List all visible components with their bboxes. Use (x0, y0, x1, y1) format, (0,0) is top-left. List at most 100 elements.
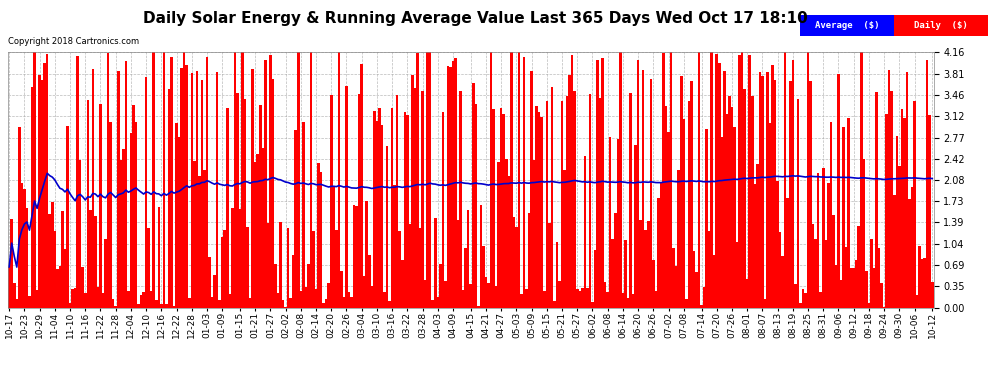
Bar (860, 53, 862, 308)
Bar (492, 109, 495, 308)
Bar (318, 163, 320, 308)
Bar (729, 96, 731, 308)
Bar (196, 71, 198, 308)
Bar (667, 132, 670, 308)
Bar (482, 246, 485, 308)
Bar (76, 56, 79, 308)
Bar (581, 288, 583, 308)
Bar (809, 81, 812, 308)
Bar (753, 184, 756, 308)
Bar (343, 297, 346, 307)
Bar (234, 53, 237, 308)
Bar (804, 293, 807, 308)
Bar (662, 53, 664, 307)
Bar (508, 176, 510, 308)
Bar (885, 114, 888, 308)
Bar (135, 122, 138, 308)
Bar (768, 123, 771, 308)
Bar (409, 224, 411, 308)
Bar (624, 240, 627, 308)
Bar (432, 300, 434, 307)
Bar (378, 108, 381, 307)
Bar (125, 60, 127, 308)
Bar (396, 95, 398, 308)
Bar (566, 96, 568, 308)
Bar (908, 200, 911, 308)
Bar (830, 122, 833, 308)
Bar (454, 58, 456, 308)
Bar (381, 125, 383, 308)
Bar (849, 268, 852, 308)
Bar (289, 298, 292, 307)
Bar (31, 87, 34, 308)
Text: Daily Solar Energy & Running Average Value Last 365 Days Wed Oct 17 18:10: Daily Solar Energy & Running Average Val… (143, 11, 808, 26)
Bar (346, 86, 347, 308)
Bar (929, 116, 931, 308)
Bar (817, 173, 820, 308)
Bar (419, 228, 422, 308)
Bar (705, 129, 708, 308)
Bar (183, 53, 185, 308)
Bar (713, 255, 716, 308)
Bar (903, 118, 906, 308)
Bar (8, 267, 11, 308)
Bar (568, 75, 571, 308)
Bar (333, 187, 335, 308)
Bar (555, 242, 558, 308)
Bar (612, 239, 614, 308)
Bar (297, 53, 300, 308)
Bar (162, 53, 165, 308)
Bar (835, 265, 838, 308)
Bar (216, 72, 219, 308)
Bar (302, 122, 305, 308)
Bar (434, 217, 437, 308)
Bar (109, 122, 112, 308)
Bar (71, 290, 74, 308)
Bar (924, 258, 926, 308)
Bar (721, 137, 723, 308)
Bar (226, 108, 229, 307)
Bar (44, 63, 46, 308)
Bar (427, 53, 429, 308)
Bar (726, 114, 729, 308)
Bar (513, 217, 515, 308)
Bar (682, 119, 685, 308)
Bar (338, 53, 341, 308)
Bar (685, 300, 688, 307)
Bar (292, 255, 294, 308)
Bar (789, 81, 792, 308)
Bar (140, 295, 143, 307)
Bar (328, 283, 330, 308)
Bar (148, 228, 149, 308)
Bar (680, 76, 682, 308)
Bar (274, 264, 277, 308)
Bar (500, 108, 503, 308)
Bar (822, 168, 825, 308)
Bar (609, 136, 612, 308)
Bar (652, 260, 654, 308)
Bar (893, 195, 896, 308)
Bar (700, 305, 703, 308)
Bar (550, 87, 553, 308)
Bar (763, 299, 766, 307)
Bar (802, 288, 804, 308)
Bar (173, 306, 175, 308)
Bar (510, 53, 513, 308)
Bar (878, 248, 880, 308)
Bar (677, 170, 680, 308)
Bar (437, 297, 439, 307)
Bar (888, 70, 890, 308)
Bar (104, 239, 107, 308)
Bar (46, 54, 49, 307)
Bar (827, 183, 830, 308)
Bar (58, 266, 61, 308)
Bar (208, 257, 211, 307)
Bar (578, 291, 581, 308)
Bar (449, 68, 451, 308)
Bar (607, 292, 609, 308)
Bar (469, 284, 472, 308)
Bar (253, 162, 256, 308)
Bar (914, 101, 916, 308)
Bar (21, 183, 23, 308)
Bar (576, 290, 578, 308)
